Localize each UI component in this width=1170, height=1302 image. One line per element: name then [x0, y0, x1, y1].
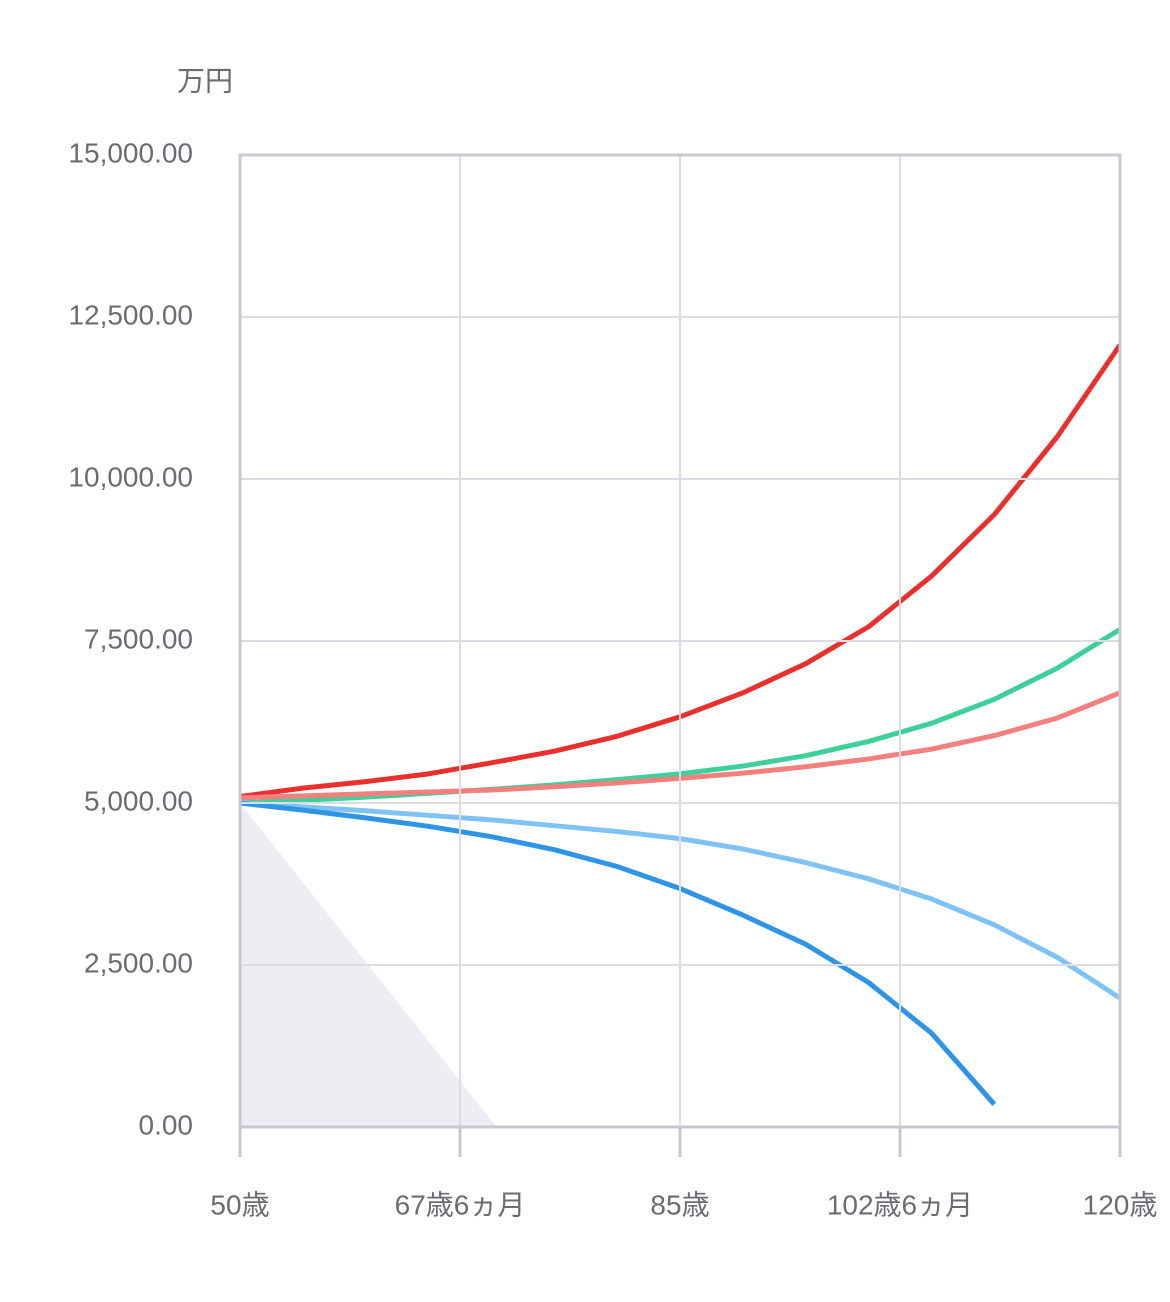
line [240, 800, 997, 1106]
y-tick-label: 7,500.00 [84, 623, 193, 654]
y-unit: 万円 [177, 65, 233, 96]
y-tick-label: 2,500.00 [84, 947, 193, 978]
y-tick-label: 15,000.00 [68, 137, 193, 168]
plot-frame [238, 153, 1122, 1129]
x-tick-label: 102歳6ヵ月 [827, 1189, 973, 1220]
x-tick-label: 85歳 [650, 1189, 709, 1220]
y-tick-label: 5,000.00 [84, 785, 193, 816]
x-tick-label: 67歳6ヵ月 [395, 1189, 526, 1220]
y-tick-label: 12,500.00 [68, 299, 193, 330]
y-tick-label: 10,000.00 [68, 461, 193, 492]
x-tick-label: 50歳 [210, 1189, 269, 1220]
x-tick-label: 120歳 [1083, 1189, 1158, 1220]
y-tick-label: 0.00 [139, 1109, 194, 1140]
